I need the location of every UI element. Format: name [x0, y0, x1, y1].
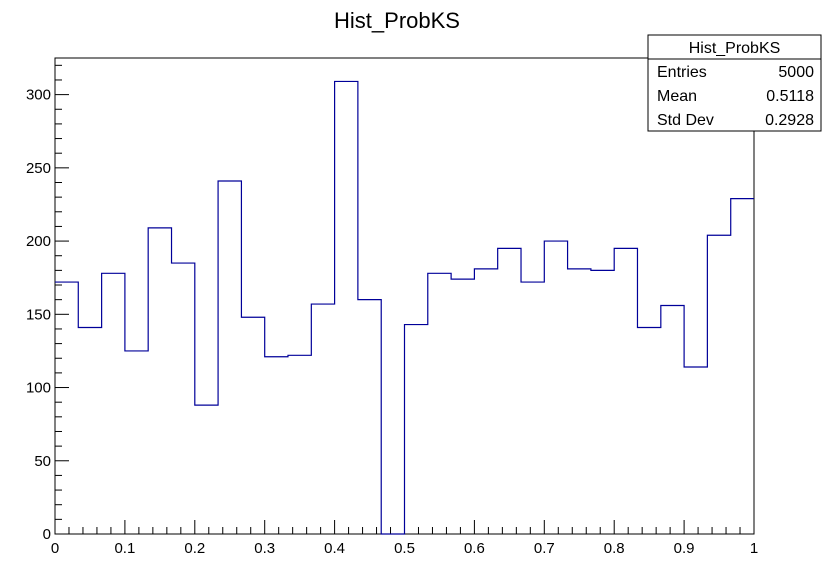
y-tick-label: 100 — [26, 380, 51, 397]
histogram-bin — [428, 273, 451, 534]
y-tick-label: 250 — [26, 160, 51, 177]
histogram-outline — [55, 80, 754, 535]
histogram-bin — [148, 228, 171, 534]
chart-title: Hist_ProbKS — [334, 8, 460, 33]
histogram-bin — [172, 263, 195, 534]
histogram-bin — [358, 300, 381, 534]
x-tick-label: 0.9 — [674, 540, 695, 557]
histogram-bin — [241, 317, 264, 534]
x-tick-label: 1 — [750, 540, 758, 557]
histogram-bin — [614, 248, 637, 534]
histogram-bin — [405, 325, 428, 534]
histogram-bin — [474, 269, 497, 534]
x-tick-label: 0.3 — [254, 540, 275, 557]
stats-box-label: Entries — [657, 64, 707, 81]
stats-box: Hist_ProbKS Entries 5000 Mean 0.5118 Std Dev 0… — [647, 34, 822, 132]
histogram-bin — [55, 282, 78, 534]
histogram-bin — [661, 306, 684, 534]
x-tick-label: 0.4 — [324, 540, 345, 557]
histogram-bin — [311, 304, 334, 534]
stats-box-value: 0.5118 — [766, 88, 814, 105]
stats-box-frame — [647, 34, 822, 132]
x-tick-label: 0.6 — [464, 540, 485, 557]
histogram-bin — [707, 235, 730, 534]
stats-box-value: 0.2928 — [765, 112, 814, 129]
histogram-bin — [102, 273, 125, 534]
histogram-bin — [125, 351, 148, 534]
histogram-bin — [591, 270, 614, 534]
histogram-bin — [218, 181, 241, 534]
x-tick-label: 0.2 — [184, 540, 205, 557]
x-tick-label: 0.8 — [604, 540, 625, 557]
histogram-bin — [288, 355, 311, 534]
stats-box-label: Mean — [657, 88, 697, 105]
y-axis: 0 50 100 150 200 250 300 — [26, 64, 69, 543]
x-tick-label: 0.7 — [534, 540, 555, 557]
histogram-bin — [498, 248, 521, 534]
x-tick-label: 0 — [51, 540, 59, 557]
y-tick-label: 0 — [43, 526, 51, 543]
x-tick-label: 0.1 — [114, 540, 135, 557]
histogram-bin — [637, 327, 660, 534]
histogram-bin — [451, 279, 474, 534]
stats-box-title: Hist_ProbKS — [689, 40, 781, 57]
y-tick-label: 50 — [34, 453, 51, 470]
histogram-bin — [335, 81, 358, 534]
histogram-bin — [684, 367, 707, 534]
y-tick-label: 150 — [26, 306, 51, 323]
x-tick-label: 0.5 — [394, 540, 415, 557]
histogram-bin — [78, 327, 101, 534]
histogram-bin — [265, 357, 288, 534]
y-tick-label: 200 — [26, 233, 51, 250]
histogram-bin — [568, 269, 591, 534]
histogram-series — [55, 80, 754, 535]
x-axis: 0 0.1 0.2 0.3 0.4 0.5 0.6 0.7 0.8 0.9 1 — [51, 520, 758, 557]
stats-box-label: Std Dev — [657, 112, 714, 129]
histogram-bin — [731, 199, 754, 534]
histogram-bin — [521, 282, 544, 534]
histogram-bin — [195, 405, 218, 534]
y-tick-label: 300 — [26, 87, 51, 104]
stats-box-value: 5000 — [778, 64, 814, 81]
histogram-bin — [544, 241, 567, 534]
